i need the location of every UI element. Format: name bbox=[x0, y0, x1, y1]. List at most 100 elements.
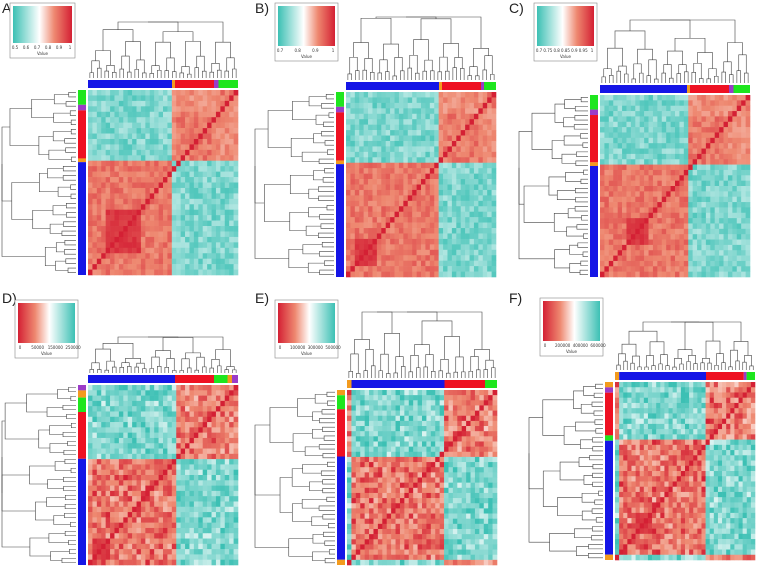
heatmap-cell bbox=[705, 250, 711, 256]
heatmap-cell bbox=[193, 422, 199, 428]
heatmap-cell bbox=[604, 260, 610, 267]
heatmap-cell bbox=[622, 105, 627, 112]
heatmap-cell bbox=[359, 102, 364, 109]
heatmap-cell bbox=[688, 116, 693, 123]
heatmap-cell bbox=[171, 443, 177, 449]
heatmap-cell bbox=[145, 490, 151, 497]
dendrogram-link bbox=[637, 48, 653, 64]
heatmap-cell bbox=[701, 175, 707, 181]
heatmap-cell bbox=[622, 153, 627, 160]
heatmap-cell bbox=[652, 116, 658, 123]
heatmap-cell bbox=[407, 238, 413, 245]
heatmap-cell bbox=[723, 127, 729, 133]
heatmap-cell bbox=[132, 128, 137, 134]
heatmap-cell bbox=[613, 169, 618, 176]
heatmap-cell bbox=[105, 549, 111, 555]
heatmap-cell bbox=[163, 90, 168, 96]
heatmap-cell bbox=[381, 255, 387, 261]
heatmap-cell bbox=[372, 97, 378, 104]
heatmap-cell bbox=[622, 223, 627, 230]
heatmap-cell bbox=[154, 406, 159, 412]
heatmap-cell bbox=[127, 90, 133, 96]
heatmap-cell bbox=[683, 239, 689, 246]
heatmap-cell bbox=[710, 207, 716, 214]
heatmap-cell bbox=[604, 121, 610, 128]
heatmap-cell bbox=[215, 100, 221, 107]
heatmap-cell bbox=[88, 117, 93, 123]
heatmap-cell bbox=[478, 228, 484, 234]
heatmap-cell bbox=[176, 128, 181, 134]
heatmap-cell bbox=[96, 193, 102, 200]
heatmap-cell bbox=[394, 124, 400, 131]
heatmap-cell bbox=[741, 164, 746, 171]
heatmap-cell bbox=[354, 173, 360, 180]
heatmap-cell bbox=[163, 269, 168, 276]
heatmap-cell bbox=[482, 140, 488, 147]
heatmap-cell bbox=[451, 189, 457, 196]
heatmap-cell bbox=[394, 157, 400, 164]
heatmap-cell bbox=[193, 258, 199, 265]
heatmap-cell bbox=[617, 202, 623, 208]
group-segment-red bbox=[590, 115, 598, 163]
dendrogram-link bbox=[194, 67, 199, 78]
heatmap-cell bbox=[363, 146, 369, 153]
heatmap-cell bbox=[207, 144, 212, 151]
heatmap-cell bbox=[140, 182, 146, 189]
heatmap-cell bbox=[346, 184, 351, 191]
heatmap-cell bbox=[670, 169, 676, 176]
heatmap-cell bbox=[88, 111, 93, 118]
heatmap-cell bbox=[123, 193, 129, 200]
heatmap-cell bbox=[105, 496, 111, 502]
heatmap-cell bbox=[202, 453, 208, 460]
heatmap-cell bbox=[171, 242, 177, 249]
heatmap-cell bbox=[608, 143, 614, 149]
heatmap-cell bbox=[233, 90, 239, 96]
heatmap-cell bbox=[604, 175, 610, 181]
heatmap-cell bbox=[429, 189, 435, 196]
heatmap-cell bbox=[732, 271, 738, 278]
heatmap-cell bbox=[167, 469, 173, 476]
heatmap-cell bbox=[639, 196, 645, 203]
heatmap-cell bbox=[132, 155, 137, 162]
heatmap-cell bbox=[180, 512, 186, 518]
heatmap-cell bbox=[421, 184, 426, 191]
heatmap-cell bbox=[421, 146, 426, 153]
heatmap-cell bbox=[149, 395, 155, 402]
heatmap-cell bbox=[163, 490, 168, 497]
heatmap-cell bbox=[233, 138, 239, 145]
heatmap-cell bbox=[679, 159, 685, 165]
heatmap-cell bbox=[123, 543, 129, 550]
heatmap-cell bbox=[630, 137, 636, 144]
heatmap-cell bbox=[710, 260, 716, 267]
heatmap-cell bbox=[171, 269, 177, 276]
heatmap-cell bbox=[88, 554, 93, 561]
heatmap-cell bbox=[701, 186, 707, 192]
heatmap-cell bbox=[163, 264, 168, 270]
heatmap-cell bbox=[465, 146, 470, 153]
heatmap-cell bbox=[88, 443, 93, 449]
heatmap-cell bbox=[460, 189, 466, 196]
heatmap-cell bbox=[692, 153, 698, 160]
heatmap-cell bbox=[207, 95, 212, 102]
heatmap-cell bbox=[198, 517, 204, 523]
heatmap-cell bbox=[189, 100, 195, 107]
heatmap-cell bbox=[140, 226, 146, 232]
heatmap-cell bbox=[163, 149, 168, 156]
heatmap-cell bbox=[158, 100, 164, 107]
heatmap-cell bbox=[661, 255, 667, 262]
heatmap-cell bbox=[118, 427, 124, 433]
heatmap-cell bbox=[666, 271, 671, 278]
heatmap-cell bbox=[385, 217, 391, 223]
heatmap-cell bbox=[600, 202, 605, 208]
dendrogram-link bbox=[55, 260, 69, 271]
heatmap-cell bbox=[132, 459, 137, 465]
heatmap-cell bbox=[149, 193, 155, 200]
heatmap-cell bbox=[482, 200, 488, 207]
heatmap-cell bbox=[710, 116, 716, 123]
heatmap-cell bbox=[465, 200, 470, 207]
heatmap-cell bbox=[167, 95, 173, 102]
heatmap-cell bbox=[613, 111, 618, 117]
dendrogram-link bbox=[66, 413, 76, 420]
heatmap-cell bbox=[176, 204, 181, 211]
heatmap-cell bbox=[136, 220, 142, 227]
